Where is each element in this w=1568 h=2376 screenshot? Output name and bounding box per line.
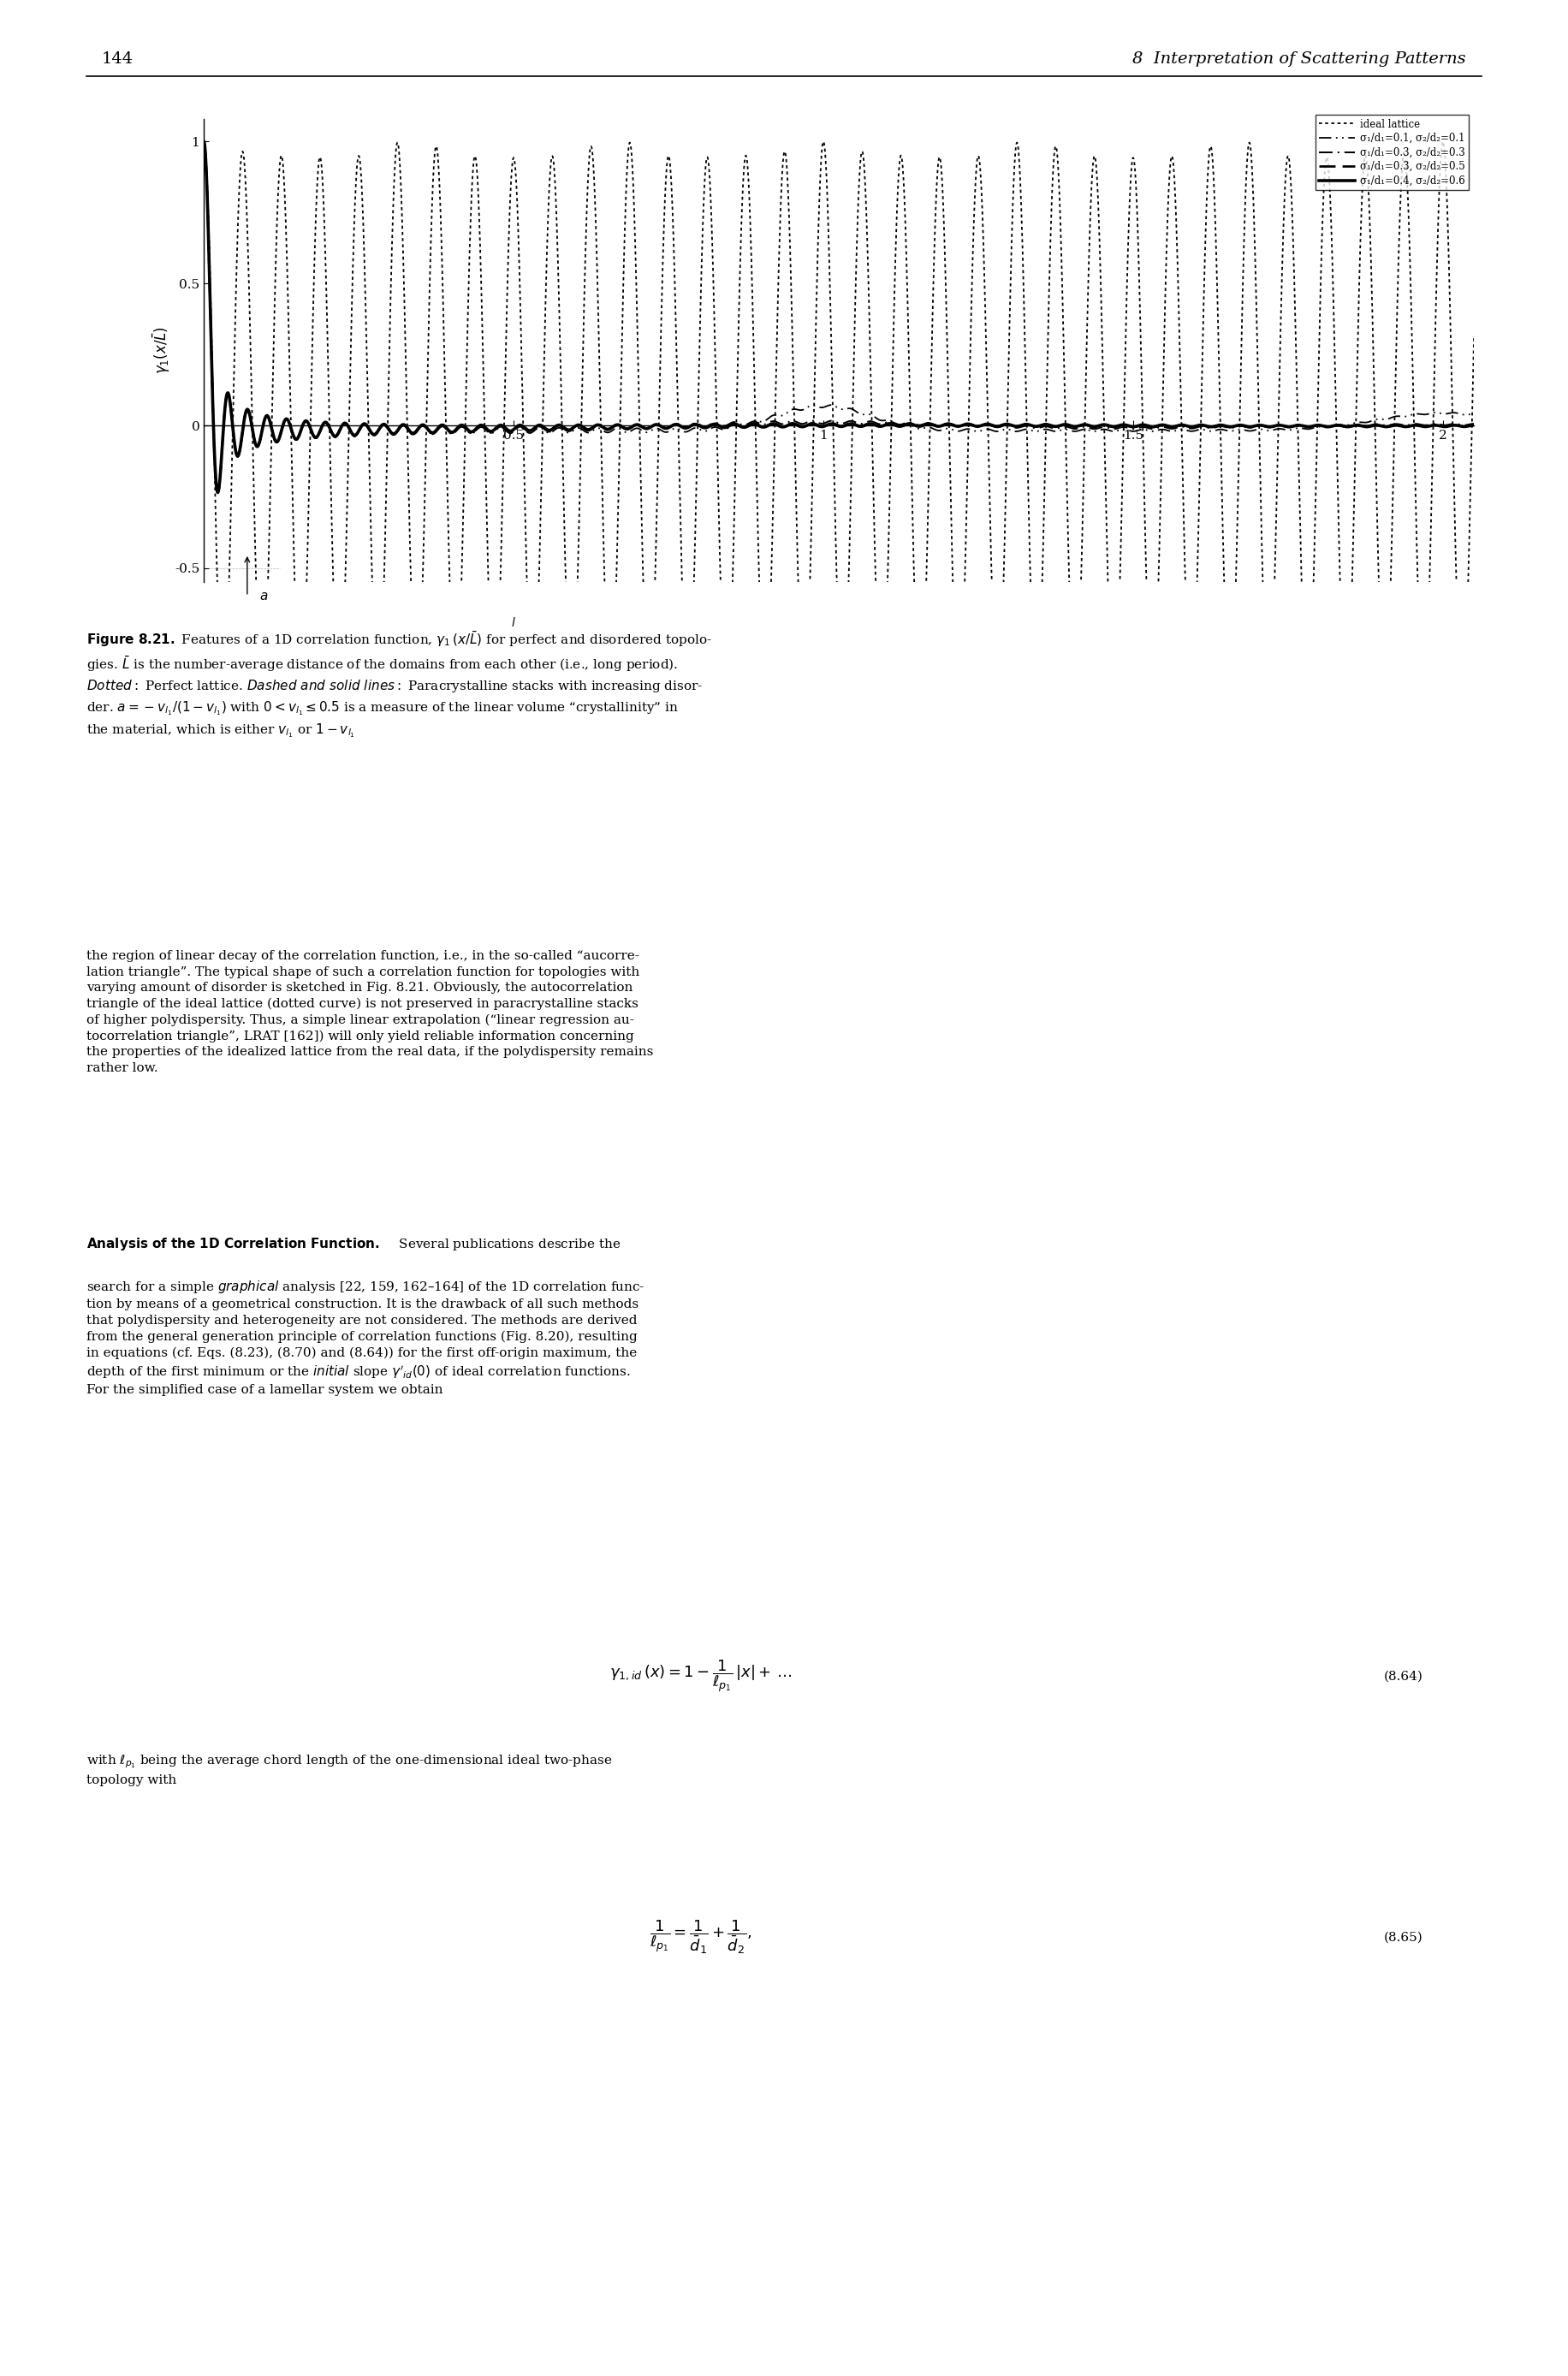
Text: $l$: $l$	[511, 615, 516, 630]
Legend: ideal lattice, σ₁/d₁=0.1, σ₂/d₂=0.1, σ₁/d₁=0.3, σ₂/d₂=0.3, σ₁/d₁=0.3, σ₂/d₂=0.5,: ideal lattice, σ₁/d₁=0.1, σ₂/d₂=0.1, σ₁/…	[1316, 114, 1469, 190]
Text: $\gamma_{1,id}\,(x) = 1 - \dfrac{1}{\ell_{p_1}}\,|x| + \,\ldots$: $\gamma_{1,id}\,(x) = 1 - \dfrac{1}{\ell…	[608, 1658, 792, 1694]
Y-axis label: $\gamma_1(x/\bar{L})$: $\gamma_1(x/\bar{L})$	[152, 326, 172, 375]
Text: search for a simple $\mathit{graphical}$ analysis [22, 159, 162–164] of the 1D c: search for a simple $\mathit{graphical}$…	[86, 1278, 644, 1397]
Text: $\mathbf{Analysis\ of\ the\ 1D\ Correlation\ Function.}$    Several publications: $\mathbf{Analysis\ of\ the\ 1D\ Correlat…	[86, 1236, 621, 1252]
Text: (8.64): (8.64)	[1385, 1670, 1424, 1682]
Text: the region of linear decay of the correlation function, i.e., in the so-called “: the region of linear decay of the correl…	[86, 950, 654, 1074]
Text: $\mathbf{Figure\ 8.21.}$ Features of a 1D correlation function, $\gamma_1\,(x/\b: $\mathbf{Figure\ 8.21.}$ Features of a 1…	[86, 630, 712, 739]
Text: (8.65): (8.65)	[1385, 1932, 1424, 1944]
Text: 144: 144	[102, 52, 133, 67]
Text: with $\ell_{p_1}$ being the average chord length of the one-dimensional ideal tw: with $\ell_{p_1}$ being the average chor…	[86, 1753, 612, 1787]
Text: 8  Interpretation of Scattering Patterns: 8 Interpretation of Scattering Patterns	[1132, 52, 1466, 67]
Text: $\dfrac{1}{\ell_{p_1}} = \dfrac{1}{\bar{d}_1} + \dfrac{1}{\bar{d}_2},$: $\dfrac{1}{\ell_{p_1}} = \dfrac{1}{\bar{…	[649, 1920, 751, 1955]
Text: $a$: $a$	[260, 592, 268, 604]
